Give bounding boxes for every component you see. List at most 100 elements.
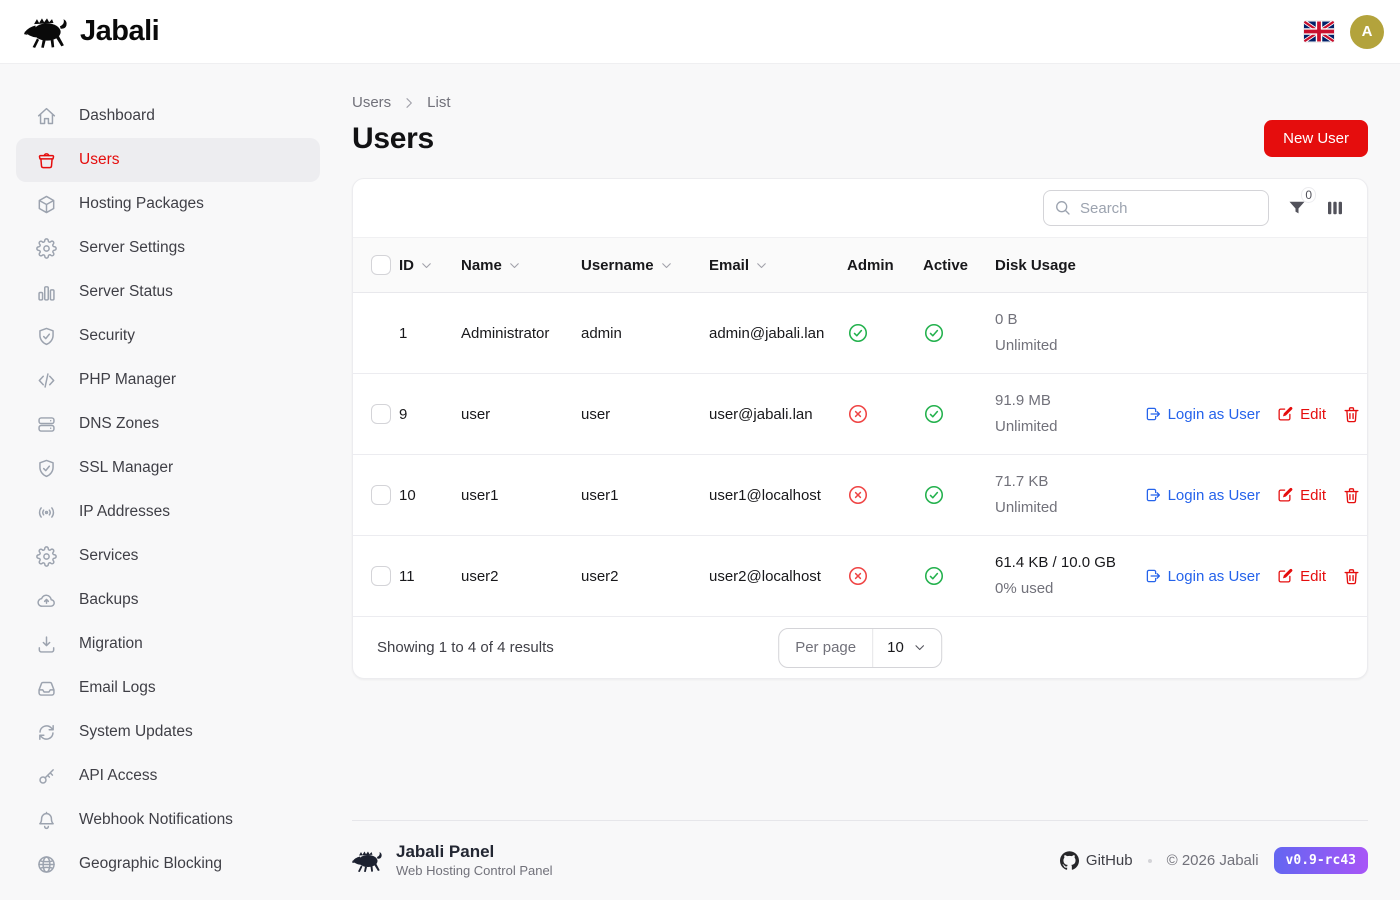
page-title: Users	[352, 121, 434, 155]
trash-icon	[1342, 405, 1361, 424]
login-as-user-label: Login as User	[1167, 567, 1261, 585]
users-drawer-icon	[36, 150, 57, 171]
filter-count-badge: 0	[1302, 188, 1315, 202]
delete-button[interactable]	[1342, 405, 1361, 424]
column-label: Disk Usage	[995, 256, 1076, 274]
key-icon	[36, 766, 57, 787]
sort-chevron-icon	[507, 258, 522, 273]
table-pagination: Showing 1 to 4 of 4 results Per page 10	[353, 617, 1367, 678]
sidebar-item-dashboard[interactable]: Dashboard	[16, 94, 320, 138]
sidebar-item-webhook-notifications[interactable]: Webhook Notifications	[16, 798, 320, 842]
server-stack-icon	[36, 414, 57, 435]
package-icon	[36, 194, 57, 215]
github-link[interactable]: GitHub	[1060, 851, 1133, 870]
toggle-columns-button[interactable]	[1325, 198, 1345, 218]
disk-quota: Unlimited	[995, 499, 1058, 516]
brand-name: Jabali	[80, 15, 160, 47]
filter-button[interactable]: 0	[1287, 188, 1315, 218]
active-yes-check-icon	[923, 322, 945, 344]
new-user-button[interactable]: New User	[1264, 120, 1368, 157]
cell-disk-usage: 71.7 KB Unlimited	[995, 469, 1135, 521]
user-avatar[interactable]: A	[1350, 14, 1384, 49]
cell-id: 1	[399, 324, 408, 342]
row-checkbox[interactable]	[371, 566, 391, 586]
disk-used: 91.9 MB	[995, 392, 1051, 409]
shield-check-icon	[36, 458, 57, 479]
bell-icon	[36, 810, 57, 831]
login-as-user-button[interactable]: Login as User	[1144, 405, 1260, 423]
cell-username: user2	[581, 567, 619, 585]
sidebar-item-ip-addresses[interactable]: IP Addresses	[16, 490, 320, 534]
sidebar-label: Dashboard	[79, 107, 155, 124]
home-icon	[36, 106, 57, 127]
topbar-actions: A	[1304, 14, 1384, 49]
cell-id: 9	[399, 405, 408, 423]
sidebar-item-security[interactable]: Security	[16, 314, 320, 358]
cell-email: user2@localhost	[709, 567, 821, 585]
delete-button[interactable]	[1342, 567, 1361, 586]
bar-chart-icon	[36, 282, 57, 303]
github-icon	[1060, 851, 1079, 870]
sidebar-item-ssl-manager[interactable]: SSL Manager	[16, 446, 320, 490]
edit-button[interactable]: Edit	[1276, 567, 1326, 585]
sidebar-item-system-updates[interactable]: System Updates	[16, 710, 320, 754]
column-header-admin: Admin	[847, 257, 923, 274]
select-all-checkbox[interactable]	[371, 255, 391, 275]
row-checkbox[interactable]	[371, 404, 391, 424]
edit-pencil-icon	[1276, 486, 1294, 504]
page-footer: Jabali Panel Web Hosting Control Panel G…	[352, 820, 1368, 900]
sidebar-item-users[interactable]: Users	[16, 138, 320, 182]
disk-used: 0 B	[995, 311, 1018, 328]
per-page-value: 10	[887, 639, 904, 656]
sidebar-item-migration[interactable]: Migration	[16, 622, 320, 666]
per-page-label: Per page	[779, 628, 874, 667]
edit-label: Edit	[1300, 567, 1326, 585]
sidebar-item-geographic-blocking[interactable]: Geographic Blocking	[16, 842, 320, 886]
column-header-username[interactable]: Username	[581, 257, 709, 274]
table-row-user-1: 1 Administrator admin admin@jabali.lan 0…	[353, 293, 1367, 374]
disk-used: 61.4 KB / 10.0 GB	[995, 554, 1116, 571]
sidebar-item-email-logs[interactable]: Email Logs	[16, 666, 320, 710]
sidebar-label: Webhook Notifications	[79, 811, 233, 828]
sidebar-item-dns-zones[interactable]: DNS Zones	[16, 402, 320, 446]
edit-button[interactable]: Edit	[1276, 405, 1326, 423]
sidebar-item-hosting-packages[interactable]: Hosting Packages	[16, 182, 320, 226]
brand-logo[interactable]: Jabali	[24, 15, 160, 48]
search-input[interactable]	[1043, 190, 1269, 226]
disk-used: 71.7 KB	[995, 473, 1049, 490]
language-flag-uk-icon[interactable]	[1304, 21, 1334, 42]
users-table-card: 0 ID Name Username Email Admin Active Di…	[352, 178, 1368, 679]
column-header-id[interactable]: ID	[399, 257, 461, 274]
sidebar-item-api-access[interactable]: API Access	[16, 754, 320, 798]
boar-logo-icon	[24, 16, 70, 48]
sidebar-label: IP Addresses	[79, 503, 171, 520]
sidebar-item-backups[interactable]: Backups	[16, 578, 320, 622]
login-as-user-button[interactable]: Login as User	[1144, 567, 1261, 585]
column-header-name[interactable]: Name	[461, 257, 581, 274]
sidebar-item-server-settings[interactable]: Server Settings	[16, 226, 320, 270]
signal-icon	[36, 502, 57, 523]
login-as-user-button[interactable]: Login as User	[1144, 486, 1260, 504]
sidebar-item-php-manager[interactable]: PHP Manager	[16, 358, 320, 402]
column-label: Active	[923, 256, 969, 274]
edit-button[interactable]: Edit	[1276, 486, 1326, 504]
sidebar-item-services[interactable]: Services	[16, 534, 320, 578]
chevron-right-icon	[401, 95, 417, 111]
sidebar-label: System Updates	[79, 723, 193, 740]
shield-check-icon	[36, 326, 57, 347]
column-header-active: Active	[923, 257, 995, 274]
table-toolbar: 0	[353, 179, 1367, 237]
cloud-upload-icon	[36, 590, 57, 611]
trash-icon	[1342, 567, 1361, 586]
delete-button[interactable]	[1342, 486, 1361, 505]
per-page-select[interactable]: Per page 10	[778, 627, 942, 668]
cell-email: user@jabali.lan	[709, 405, 813, 423]
dot-separator	[1147, 858, 1152, 863]
row-checkbox[interactable]	[371, 485, 391, 505]
sidebar-item-server-status[interactable]: Server Status	[16, 270, 320, 314]
active-yes-check-icon	[923, 484, 945, 506]
table-row-user-11: 11 user2 user2 user2@localhost 61.4 KB /…	[353, 536, 1367, 617]
trash-icon	[1342, 486, 1361, 505]
breadcrumb-users[interactable]: Users	[352, 94, 392, 111]
column-header-email[interactable]: Email	[709, 257, 847, 274]
